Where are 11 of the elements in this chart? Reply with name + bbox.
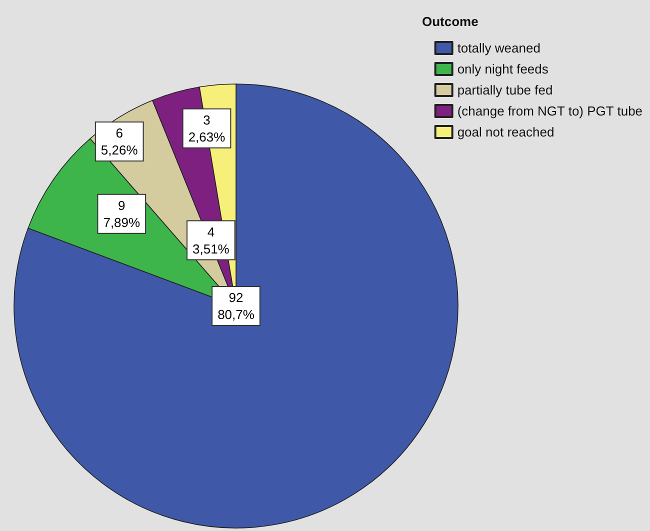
legend-label: (change from NGT to) PGT tube: [457, 104, 643, 118]
legend-label: only night feeds: [457, 62, 549, 76]
legend-title: Outcome: [422, 14, 478, 29]
data-label: 4 3,51%: [192, 224, 230, 256]
data-label: 92 80,7%: [218, 290, 255, 322]
legend-label: goal not reached: [457, 124, 554, 140]
data-label: 3 2,63%: [188, 112, 226, 144]
legend-label: totally weaned: [457, 40, 540, 56]
data-label: 6 5,26%: [100, 125, 138, 158]
data-label: 9 7,89%: [103, 198, 141, 230]
legend-label: partially tube fed: [457, 82, 553, 98]
